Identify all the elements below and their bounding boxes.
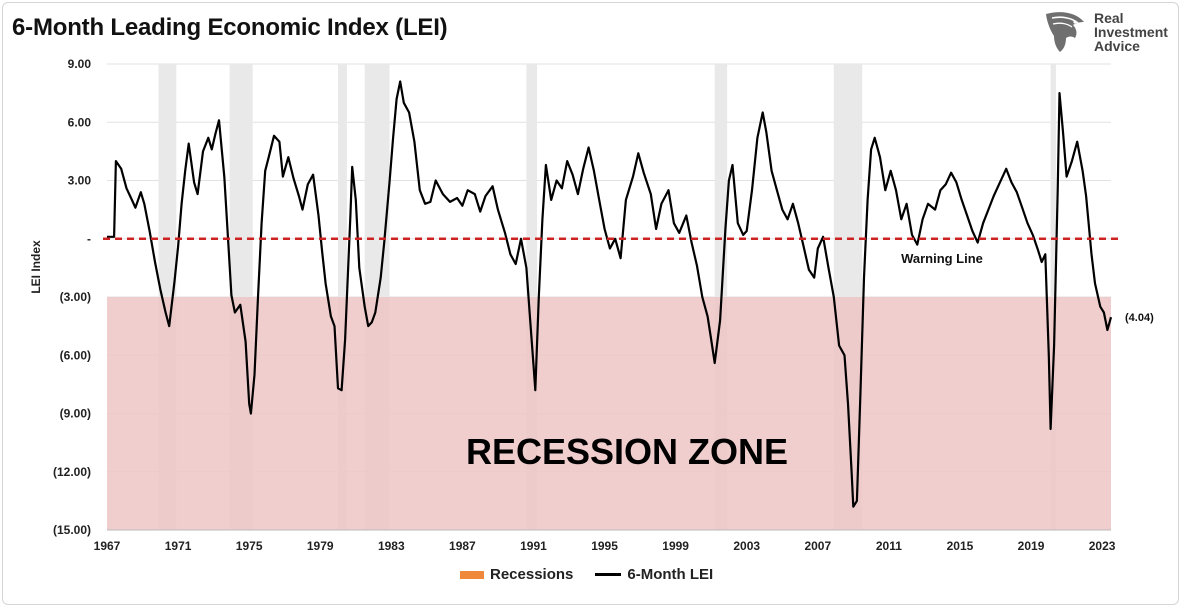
x-tick-label: 1967 <box>94 539 121 553</box>
x-tick-label: 2015 <box>947 539 974 553</box>
end-value-label: (4.04) <box>1125 312 1154 324</box>
chart-legend: Recessions 6-Month LEI <box>460 566 713 583</box>
x-tick-label: 1983 <box>378 539 405 553</box>
legend-item-lei: 6-Month LEI <box>595 566 713 583</box>
x-tick-label: 2023 <box>1089 539 1116 553</box>
x-tick-label: 1971 <box>165 539 192 553</box>
lei-series-line <box>107 80 1113 508</box>
y-tick-label: (3.00) <box>60 290 91 304</box>
x-tick-label: 1995 <box>591 539 618 553</box>
y-tick-label: 3.00 <box>68 174 92 188</box>
legend-swatch-recessions <box>460 570 484 579</box>
chart-title: 6-Month Leading Economic Index (LEI) <box>12 14 448 41</box>
y-tick-label: 9.00 <box>68 57 92 71</box>
recession-zone-label: RECESSION ZONE <box>466 431 788 472</box>
x-tick-label: 1979 <box>307 539 334 553</box>
logo-line-3: Advice <box>1094 38 1140 54</box>
x-tick-label: 1987 <box>449 539 476 553</box>
legend-label-recessions: Recessions <box>490 566 574 583</box>
legend-item-recessions: Recessions <box>460 566 573 583</box>
x-tick-label: 2003 <box>733 539 760 553</box>
y-tick-label: - <box>87 232 91 246</box>
y-tick-label: 6.00 <box>68 115 92 129</box>
x-tick-label: 2011 <box>876 539 902 553</box>
y-tick-label: (12.00) <box>53 465 91 479</box>
logo-line-2: Investment <box>1094 24 1168 40</box>
brand-logo: Real Investment Advice <box>1042 8 1177 58</box>
x-tick-label: 1991 <box>520 539 547 553</box>
y-axis-label: LEI Index <box>29 240 43 294</box>
y-tick-label: (15.00) <box>53 523 91 537</box>
x-tick-label: 2019 <box>1018 539 1045 553</box>
warning-line-label: Warning Line <box>901 251 983 266</box>
y-tick-label: (9.00) <box>60 407 91 421</box>
legend-swatch-lei <box>595 573 622 576</box>
y-tick-label: (6.00) <box>60 348 91 362</box>
x-tick-label: 1975 <box>236 539 263 553</box>
eagle-head-icon <box>1046 12 1084 53</box>
recession-zone <box>107 297 1111 530</box>
legend-label-lei: 6-Month LEI <box>627 566 714 583</box>
x-tick-label: 2007 <box>804 539 831 553</box>
x-tick-label: 1999 <box>662 539 689 553</box>
logo-line-1: Real <box>1094 10 1124 26</box>
